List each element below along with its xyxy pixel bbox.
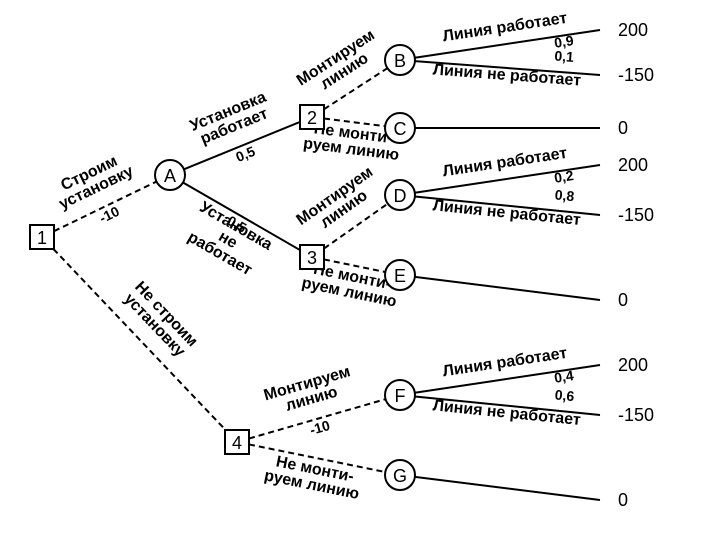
terminals-layer: 200Линия работает0,9-150Линия не работае… (415, 10, 654, 510)
edge-sublabel: 0,5 (233, 143, 257, 165)
node-label: B (394, 51, 406, 71)
decision-tree-diagram: Строимустановку-10Не строимустановкуУста… (0, 0, 720, 540)
payoff-value: 200 (618, 20, 648, 40)
node-label: E (394, 266, 406, 286)
node-label: 1 (37, 228, 47, 248)
edge-sublabel: -10 (97, 203, 122, 226)
terminal-edge (415, 277, 600, 300)
payoff-value: -150 (618, 205, 654, 225)
payoff-value: 200 (618, 355, 648, 375)
terminal-probability: 0,1 (554, 48, 575, 65)
node-label: F (395, 386, 406, 406)
payoff-value: -150 (618, 405, 654, 425)
payoff-value: -150 (618, 65, 654, 85)
terminal-probability: 0,4 (553, 367, 575, 386)
node-label: G (393, 466, 407, 486)
edge-n1-n4 (53, 249, 225, 430)
node-label: C (394, 119, 407, 139)
payoff-value: 200 (618, 155, 648, 175)
payoff-value: 0 (618, 118, 628, 138)
node-label: A (164, 166, 176, 186)
terminal-probability: 0,2 (553, 167, 575, 186)
terminal-label: Линия не работает (432, 62, 582, 90)
terminal-edge (415, 477, 600, 500)
terminal-label: Линия работает (442, 345, 569, 380)
node-label: 3 (307, 248, 317, 268)
terminal-probability: 0,8 (554, 186, 575, 204)
payoff-value: 0 (618, 290, 628, 310)
terminal-label: Линия работает (442, 145, 569, 180)
node-label: 2 (307, 108, 317, 128)
terminal-label: Линия работает (442, 10, 569, 45)
node-label: 4 (232, 433, 242, 453)
node-label: D (394, 186, 407, 206)
terminal-probability: 0,6 (554, 386, 575, 404)
payoff-value: 0 (618, 490, 628, 510)
